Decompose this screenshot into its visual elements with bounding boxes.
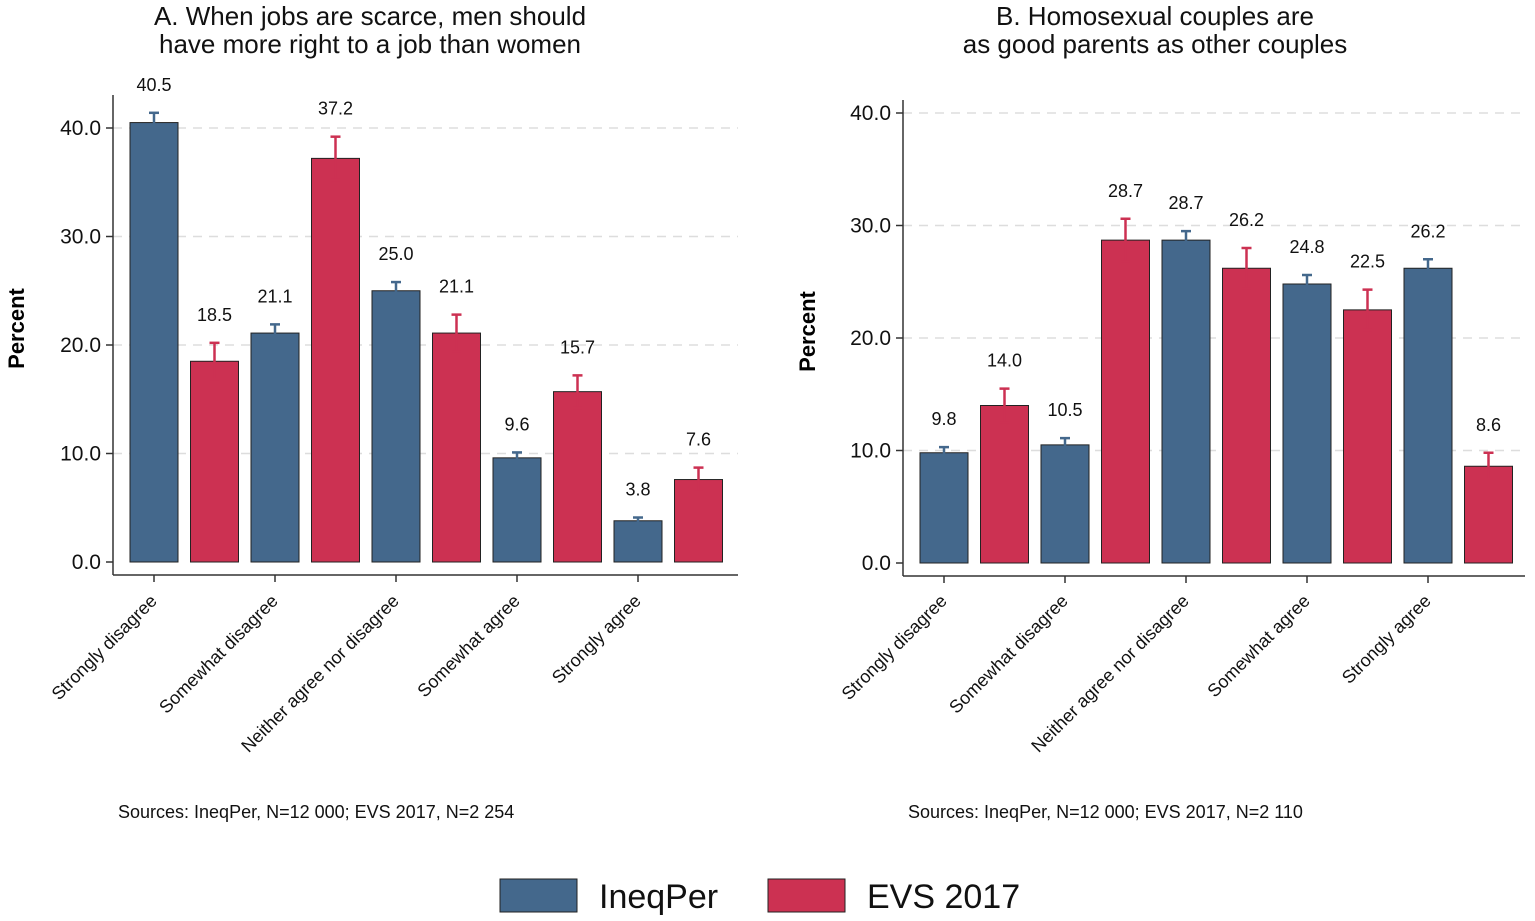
y-tick-label: 40.0 [850, 102, 891, 125]
data-label-evs-2017-somewhat-disagree: 28.7 [1108, 181, 1143, 201]
data-label-evs-2017-somewhat-agree: 22.5 [1350, 252, 1385, 272]
data-label-evs-2017-neither-agree-nor-disagree: 26.2 [1229, 210, 1264, 230]
chart-title: B. Homosexual couples are [996, 1, 1314, 31]
bar-evs-2017-strongly-agree [674, 479, 723, 563]
bar-evs-2017-somewhat-disagree [311, 157, 360, 563]
data-label-ineqper-somewhat-disagree: 21.1 [257, 286, 292, 306]
x-tick-label-somewhat-agree: Somewhat agree [1203, 591, 1313, 701]
data-label-ineqper-strongly-disagree: 40.5 [136, 75, 171, 95]
bar-ineqper-strongly-agree [613, 520, 663, 563]
data-label-evs-2017-somewhat-agree: 15.7 [560, 337, 595, 357]
data-label-ineqper-strongly-agree: 3.8 [625, 480, 650, 500]
data-label-ineqper-neither-agree-nor-disagree: 25.0 [378, 244, 413, 264]
x-tick-label-strongly-disagree: Strongly disagree [48, 591, 161, 704]
legend-label-ineqper: IneqPer [599, 878, 718, 916]
x-tick-label-strongly-agree: Strongly agree [1338, 591, 1435, 688]
data-label-evs-2017-strongly-agree: 8.6 [1476, 415, 1501, 435]
y-tick-label: 20.0 [60, 334, 101, 357]
legend: IneqPer EVS 2017 [499, 878, 1020, 916]
bar-ineqper-somewhat-agree [1282, 283, 1332, 564]
bar-ineqper-neither-agree-nor-disagree [1161, 239, 1211, 564]
bar-evs-2017-somewhat-disagree [1101, 239, 1150, 564]
y-axis-label: Percent [795, 290, 820, 371]
y-tick-label: 10.0 [850, 440, 891, 463]
panel-a: A. When jobs are scarce, men shouldhave … [4, 1, 738, 822]
bar-ineqper-strongly-disagree [129, 122, 179, 563]
data-label-ineqper-somewhat-agree: 24.8 [1289, 237, 1324, 257]
x-tick-label-strongly-disagree: Strongly disagree [838, 591, 951, 704]
chart-title: A. When jobs are scarce, men should [154, 1, 586, 31]
chart-title: as good parents as other couples [963, 29, 1347, 59]
data-label-evs-2017-neither-agree-nor-disagree: 21.1 [439, 277, 474, 297]
data-label-evs-2017-strongly-disagree: 14.0 [987, 351, 1022, 371]
y-tick-label: 0.0 [862, 552, 891, 575]
data-label-ineqper-neither-agree-nor-disagree: 28.7 [1168, 193, 1203, 213]
bar-evs-2017-neither-agree-nor-disagree [1222, 267, 1271, 564]
bar-evs-2017-strongly-disagree [190, 360, 239, 563]
x-tick-label-somewhat-disagree: Somewhat disagree [155, 591, 282, 718]
bar-ineqper-neither-agree-nor-disagree [371, 290, 421, 563]
chart-title: have more right to a job than women [159, 29, 581, 59]
bar-ineqper-somewhat-agree [492, 457, 542, 563]
y-tick-label: 40.0 [60, 117, 101, 140]
y-tick-label: 30.0 [60, 226, 101, 249]
data-label-ineqper-strongly-disagree: 9.8 [931, 409, 956, 429]
y-tick-label: 30.0 [850, 215, 891, 238]
data-label-ineqper-somewhat-agree: 9.6 [504, 414, 529, 434]
bar-ineqper-somewhat-disagree [1040, 444, 1090, 564]
x-tick-label-somewhat-agree: Somewhat agree [413, 591, 523, 701]
bar-evs-2017-somewhat-agree [553, 391, 602, 563]
bar-evs-2017-somewhat-agree [1343, 309, 1392, 564]
source-note: Sources: IneqPer, N=12 000; EVS 2017, N=… [118, 802, 514, 822]
bar-evs-2017-strongly-agree [1464, 465, 1513, 564]
data-label-ineqper-strongly-agree: 26.2 [1410, 221, 1445, 241]
x-tick-label-strongly-agree: Strongly agree [548, 591, 645, 688]
bar-evs-2017-neither-agree-nor-disagree [432, 332, 481, 563]
y-tick-label: 20.0 [850, 327, 891, 350]
bar-ineqper-strongly-disagree [919, 452, 969, 564]
data-label-ineqper-somewhat-disagree: 10.5 [1047, 400, 1082, 420]
bar-evs-2017-strongly-disagree [980, 405, 1029, 564]
x-tick-label-somewhat-disagree: Somewhat disagree [945, 591, 1072, 718]
data-label-evs-2017-strongly-disagree: 18.5 [197, 305, 232, 325]
y-tick-label: 0.0 [72, 551, 101, 574]
bar-ineqper-strongly-agree [1403, 267, 1453, 564]
bar-ineqper-somewhat-disagree [250, 332, 300, 563]
data-label-evs-2017-somewhat-disagree: 37.2 [318, 99, 353, 119]
legend-swatch-evs-2017 [767, 878, 846, 913]
y-axis-label: Percent [4, 287, 29, 368]
y-tick-label: 10.0 [60, 443, 101, 466]
legend-swatch-ineqper [499, 878, 578, 913]
data-label-evs-2017-strongly-agree: 7.6 [686, 430, 711, 450]
source-note: Sources: IneqPer, N=12 000; EVS 2017, N=… [908, 802, 1303, 822]
legend-label-evs-2017: EVS 2017 [867, 878, 1020, 916]
